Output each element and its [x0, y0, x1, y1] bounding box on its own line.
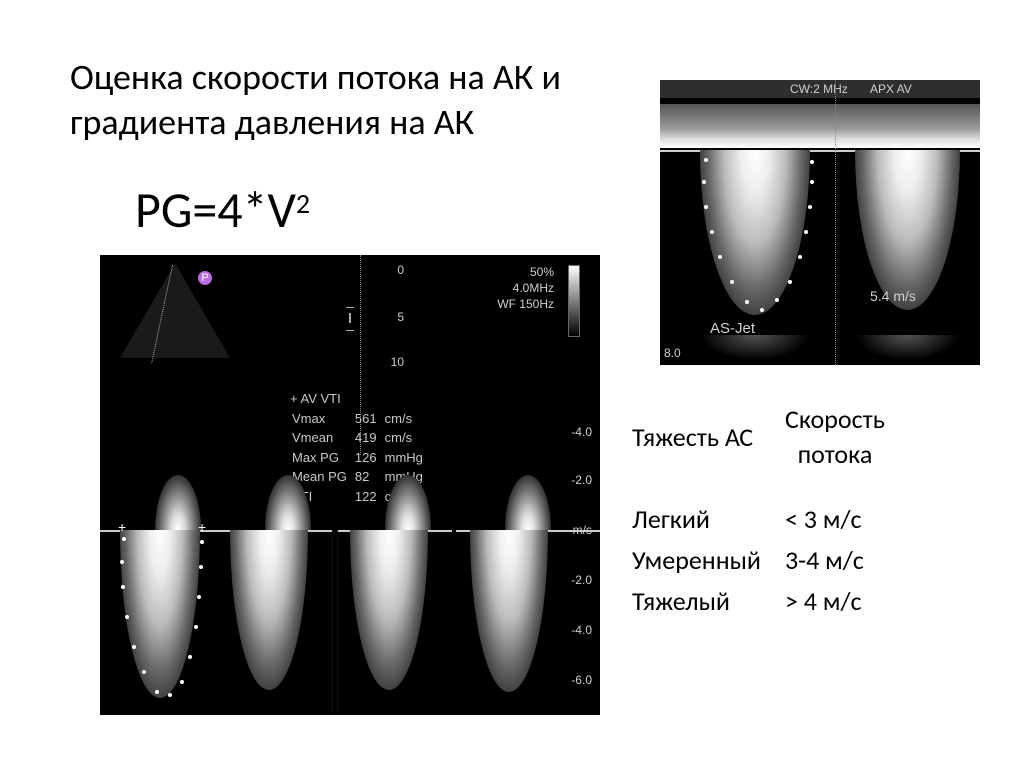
- cw-label: CW:2 MHz: [790, 82, 848, 96]
- severity-table: Тяжесть АС Скоростьпотока Легкий < 3 м/с…: [630, 400, 909, 625]
- title-line-1: Оценка скорости потока на АК и: [70, 55, 561, 99]
- scale-tick: 10: [370, 355, 404, 369]
- scale-tick: -2.0: [558, 573, 592, 587]
- marker-cross-icon: +: [118, 519, 126, 535]
- severity-label: Умеренный: [632, 543, 783, 582]
- vti-title: + AV VTI: [290, 390, 431, 408]
- severity-value: > 4 м/с: [785, 584, 907, 623]
- table-row: Легкий < 3 м/с: [632, 502, 907, 541]
- table-row: Тяжелый > 4 м/с: [632, 584, 907, 623]
- doppler-as-jet-image: CW:2 MHz APX AV m/s 8.0 5.4 m/s AS-Jet: [660, 80, 980, 365]
- velocity-value: 5.4 m/s: [870, 288, 916, 304]
- wall-filter: WF 150Hz: [497, 297, 554, 311]
- severity-col-header: Тяжесть АС: [632, 402, 783, 500]
- frequency: 4.0MHz: [513, 281, 554, 295]
- table-row: Умеренный 3-4 м/с: [632, 543, 907, 582]
- av-envelope: [350, 530, 428, 690]
- scale-tick: 5: [370, 310, 404, 324]
- scale-tick: -4.0: [558, 425, 592, 439]
- title-line-2: градиента давления на АК: [70, 100, 474, 144]
- marker-cross-icon: +: [198, 519, 206, 535]
- jet-envelope-2: [855, 150, 960, 310]
- formula-body: PG=4*V: [135, 180, 296, 241]
- severity-value: 3-4 м/с: [785, 543, 907, 582]
- doppler-av-vti-image: P 0 5 10 50% 4.0MHz WF 150Hz + AV VTI Vm…: [100, 255, 600, 715]
- bottom-tick: 8.0: [664, 346, 681, 360]
- scale-tick: 0: [370, 263, 404, 277]
- formula: PG=4*V2: [135, 180, 310, 241]
- scale-tick: -2.0: [558, 473, 592, 487]
- probe-badge: P: [198, 271, 212, 285]
- scale-tick: -6.0: [558, 673, 592, 687]
- gain-percent: 50%: [530, 265, 554, 279]
- view-label: APX AV: [870, 82, 912, 96]
- av-envelope: [470, 530, 548, 692]
- formula-exponent: 2: [296, 186, 310, 221]
- echo-sector-icon: [120, 263, 230, 358]
- lvot-envelope: [505, 475, 551, 530]
- av-envelope-traced: [120, 530, 200, 698]
- grayscale-bar-icon: [568, 265, 580, 337]
- jet-envelope-1: [700, 150, 810, 315]
- lvot-envelope: [155, 475, 201, 530]
- velocity-col-header: Скоростьпотока: [785, 402, 907, 500]
- severity-value: < 3 м/с: [785, 502, 907, 541]
- av-envelope: [230, 530, 308, 690]
- page-title: Оценка скорости потока на АК и градиента…: [70, 55, 630, 145]
- severity-label: Легкий: [632, 502, 783, 541]
- scale-tick: -4.0: [558, 623, 592, 637]
- severity-label: Тяжелый: [632, 584, 783, 623]
